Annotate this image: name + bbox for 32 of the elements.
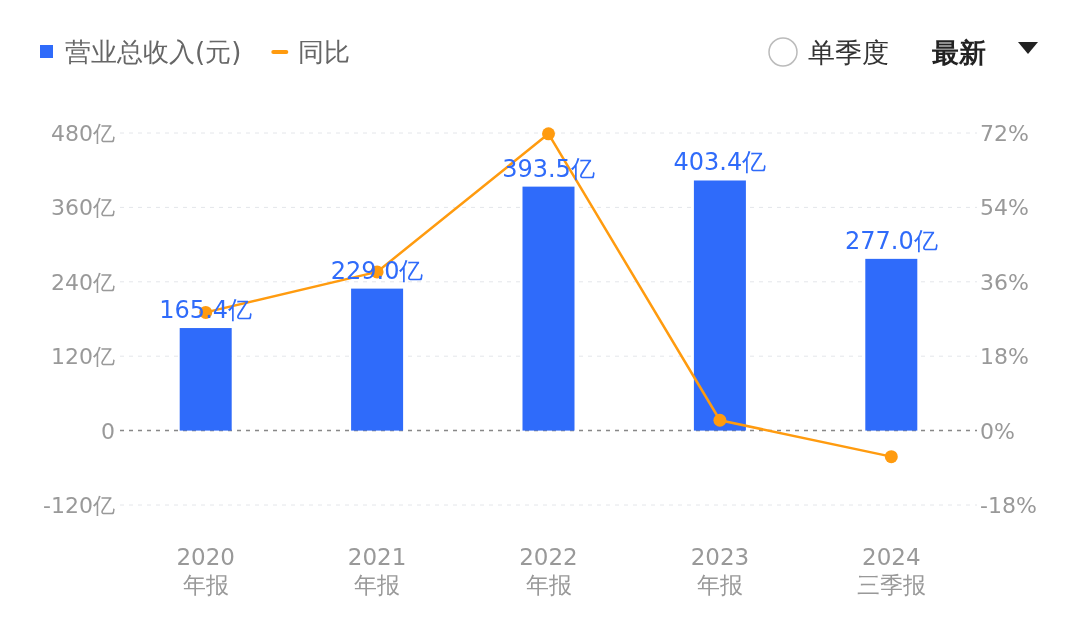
y-tick-label: 120亿 bbox=[51, 344, 115, 370]
x-tick-label: 2024 三季报 bbox=[856, 544, 926, 598]
x-tick-label: 2021 年报 bbox=[347, 544, 407, 598]
legend-label: 同比 bbox=[298, 37, 351, 67]
y2-tick-label: 54% bbox=[980, 195, 1029, 221]
x-tick-label: 2020 年报 bbox=[176, 544, 235, 598]
bar bbox=[351, 288, 404, 431]
y2-tick-label: 0% bbox=[980, 418, 1015, 444]
y-tick-label: 0 bbox=[101, 418, 115, 444]
legend-label: 营业总收入(元) bbox=[65, 37, 242, 67]
bar bbox=[179, 328, 232, 431]
point bbox=[713, 413, 727, 427]
y2-tick-label: 72% bbox=[980, 121, 1029, 146]
text: 单季度 bbox=[808, 37, 889, 68]
bar bbox=[865, 258, 918, 431]
y2-tick-label: 36% bbox=[980, 269, 1029, 295]
y2-tick-label: -18% bbox=[980, 493, 1037, 518]
text: 最新 bbox=[931, 37, 986, 68]
data-label: 403.4亿 bbox=[673, 148, 767, 177]
data-label: 277.0亿 bbox=[844, 226, 938, 255]
bar bbox=[522, 186, 575, 431]
y-tick-label: 480亿 bbox=[51, 121, 115, 146]
bar bbox=[693, 180, 746, 431]
x-tick-label: 2023 年报 bbox=[690, 544, 750, 598]
y-tick-label: 240亿 bbox=[51, 269, 115, 295]
y-tick-label: -120亿 bbox=[43, 493, 115, 518]
data-label: 393.5亿 bbox=[502, 154, 595, 183]
x-tick-label: 2022 年报 bbox=[519, 544, 578, 598]
y-tick-label: 360亿 bbox=[51, 195, 115, 221]
y2-tick-label: 18% bbox=[980, 344, 1029, 370]
point bbox=[542, 127, 555, 141]
point bbox=[884, 450, 898, 464]
